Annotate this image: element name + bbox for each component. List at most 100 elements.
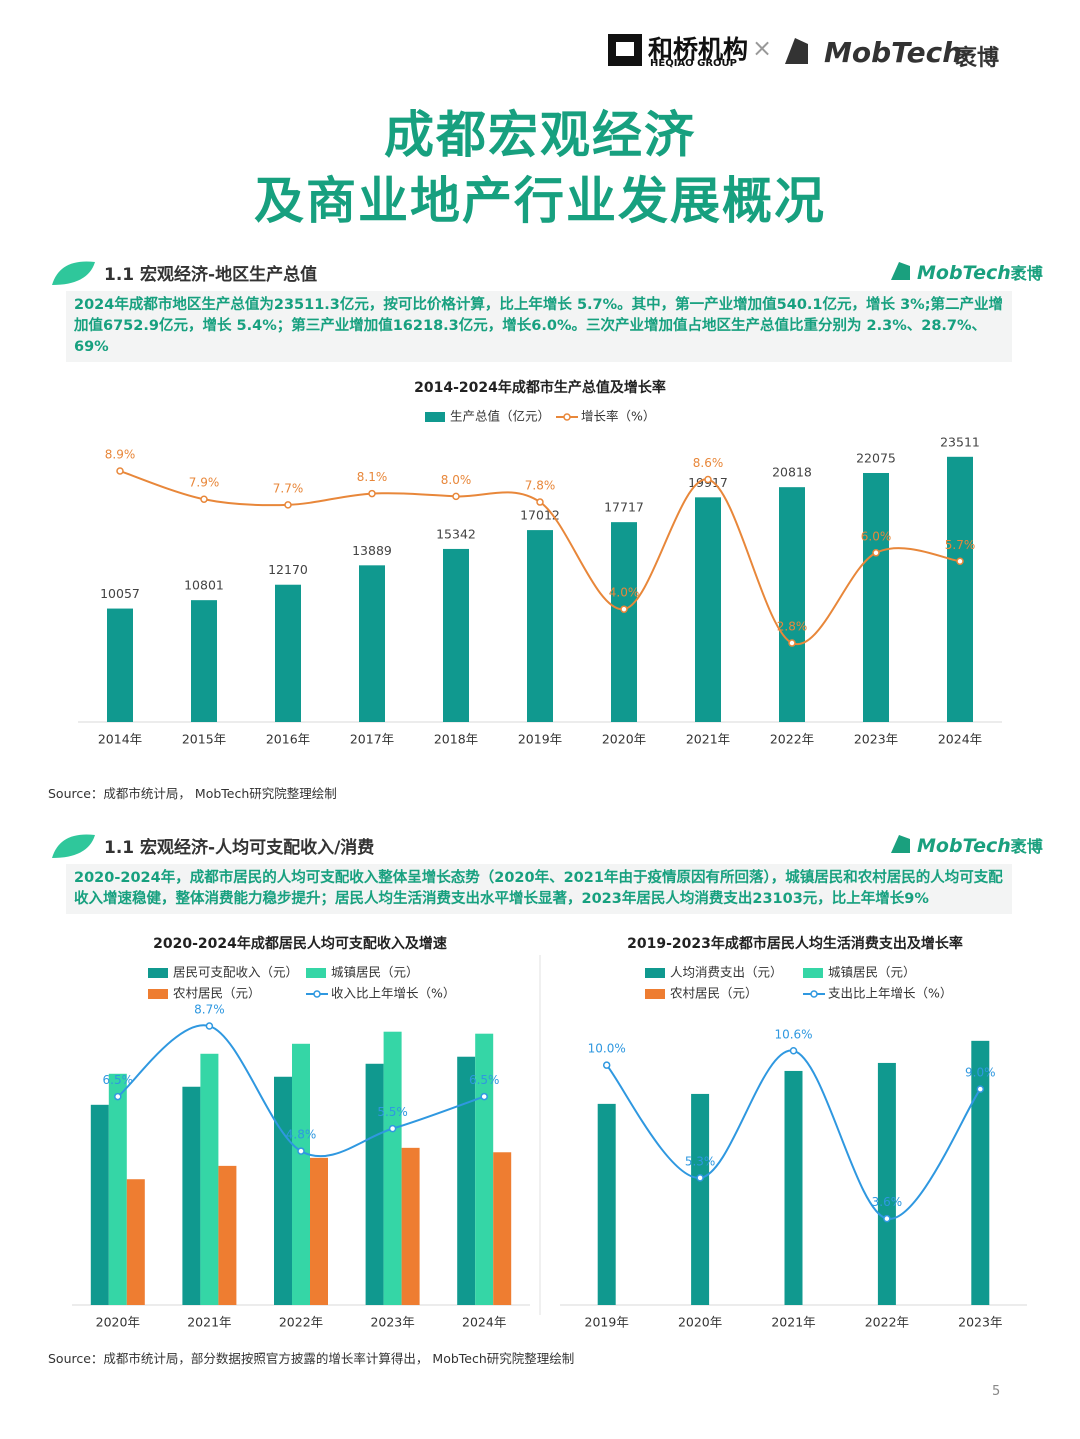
page-number: 5	[992, 1384, 1001, 1399]
bar	[475, 1033, 494, 1305]
line	[119, 470, 961, 646]
line-point	[297, 1147, 305, 1155]
bar	[107, 608, 133, 722]
line-point	[696, 1174, 704, 1182]
line-label: 5.5%	[377, 1105, 408, 1119]
bar-label: 20818	[772, 465, 812, 480]
x-tick-label: 2023年	[370, 1315, 414, 1330]
bar	[457, 1056, 476, 1305]
x-tick-label: 2024年	[938, 732, 982, 747]
line-point	[368, 489, 376, 498]
line-label: 2.8%	[777, 620, 808, 634]
line-label: 6.5%	[103, 1073, 134, 1087]
x-tick-label: 2020年	[602, 732, 646, 747]
bar	[527, 530, 553, 722]
line-label: 3.6%	[872, 1195, 903, 1209]
bar	[863, 472, 889, 722]
line-point	[200, 495, 208, 503]
x-tick-label: 2022年	[865, 1315, 909, 1330]
x-tick-label: 2020年	[678, 1315, 722, 1330]
legend-swatch	[563, 413, 571, 421]
bar-label: 12170	[268, 562, 308, 577]
legend-label: 农村居民（元）	[173, 986, 261, 1001]
x-tick-label: 2019年	[518, 732, 562, 747]
bar	[191, 600, 217, 722]
bar	[779, 487, 805, 722]
x-tick-label: 2020年	[96, 1315, 140, 1330]
bar-label: 13889	[352, 543, 392, 558]
x-tick-label: 2019年	[585, 1315, 629, 1330]
line-point	[536, 498, 544, 506]
chart-title: 2014-2024年成都市生产总值及增长率	[414, 379, 666, 396]
line-point	[704, 475, 712, 484]
line-label: 7.8%	[525, 479, 556, 493]
legend-label: 增长率（%）	[581, 409, 655, 424]
line-point	[388, 1124, 397, 1133]
bar	[274, 1076, 292, 1305]
bar	[691, 1093, 710, 1305]
legend-label: 居民可支配收入（元）	[173, 965, 298, 980]
line-point	[114, 1092, 122, 1101]
bar	[182, 1086, 201, 1305]
legend-label: 城镇居民（元）	[828, 965, 916, 980]
brand-name: MobTech	[917, 262, 1011, 284]
bar	[218, 1165, 237, 1305]
bar	[90, 1104, 109, 1305]
bar	[383, 1031, 402, 1305]
line-point	[452, 492, 460, 501]
x-tick-label: 2021年	[686, 732, 730, 747]
bar	[784, 1070, 803, 1305]
line-point	[116, 467, 124, 475]
legend-label: 收入比上年增长（%）	[331, 986, 455, 1001]
bar-label: 22075	[856, 450, 896, 465]
brand: MobTech袤博	[917, 260, 1043, 284]
brand-icon	[891, 262, 910, 280]
bar	[947, 456, 973, 722]
bar	[126, 1179, 145, 1305]
line-label: 10.6%	[774, 1027, 812, 1041]
legend-swatch	[313, 990, 321, 998]
bar	[597, 1103, 616, 1305]
line-point	[872, 549, 880, 557]
bar-label: 17717	[604, 500, 644, 515]
legend-label: 支出比上年增长（%）	[828, 986, 952, 1001]
bar	[292, 1043, 310, 1305]
legend-swatch	[810, 990, 818, 998]
line-label: 8.7%	[194, 1003, 225, 1017]
bar	[275, 584, 301, 722]
leaf-icon	[52, 834, 95, 858]
legend-swatch	[425, 412, 445, 422]
logo-left: 和桥机构	[648, 35, 749, 64]
bar	[200, 1053, 219, 1305]
bar-label: 23511	[940, 434, 980, 449]
x-tick-label: 2014年	[98, 732, 142, 747]
brand-icon	[891, 835, 910, 853]
x-tick-label: 2024年	[462, 1315, 506, 1330]
bar	[877, 1062, 896, 1305]
x-tick-label: 2023年	[854, 732, 898, 747]
x-tick-label: 2022年	[279, 1315, 323, 1330]
line-point	[976, 1085, 985, 1093]
legend-swatch	[148, 968, 168, 978]
line-label: 6.0%	[861, 529, 892, 543]
bar	[359, 565, 385, 722]
summary: 2024年成都市地区生产总值为23511.3亿元，按可比价格计算，比上年增长 5…	[66, 291, 1012, 362]
leaf-icon	[52, 261, 95, 285]
line-label: 8.6%	[693, 456, 724, 470]
chart-title: 2019-2023年成都市居民人均生活消费支出及增长率	[627, 935, 963, 952]
line-label: 4.8%	[286, 1128, 317, 1142]
line-point	[883, 1214, 891, 1223]
mob-icon	[785, 38, 808, 64]
x-tick-label: 2015年	[182, 732, 226, 747]
legend-swatch	[645, 989, 665, 999]
x-tick-label: 2021年	[771, 1315, 815, 1330]
x-tick-label: 2017年	[350, 732, 394, 747]
source: Source：成都市统计局， MobTech研究院整理绘制	[48, 786, 337, 801]
line-label: 5.7%	[945, 538, 976, 552]
line-point	[956, 557, 964, 566]
bar	[365, 1063, 384, 1305]
x-tick-label: 2023年	[958, 1315, 1002, 1330]
line-label: 8.1%	[357, 470, 388, 484]
